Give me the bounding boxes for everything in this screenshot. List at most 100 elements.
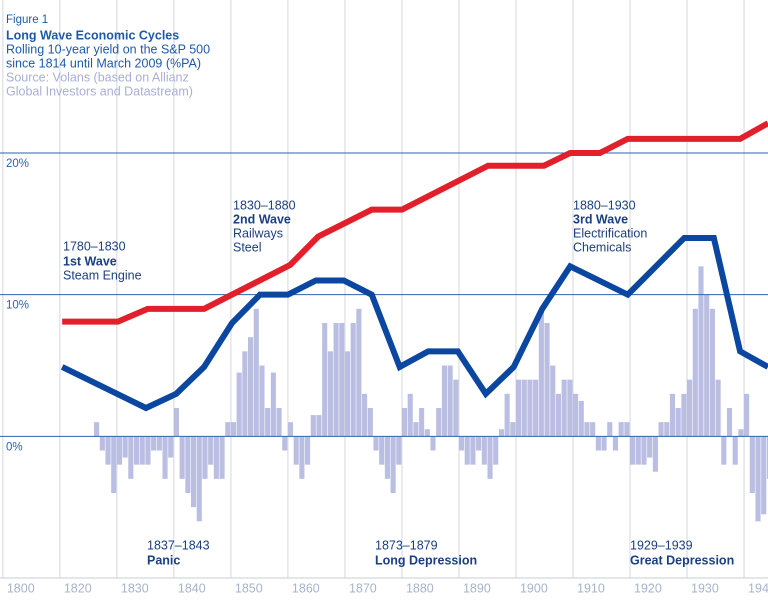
bar	[305, 436, 311, 465]
bar	[367, 408, 373, 437]
bar	[652, 436, 658, 472]
bar	[721, 436, 727, 465]
chart-title: Long Wave Economic Cycles	[6, 28, 179, 42]
bar	[99, 436, 105, 451]
bar	[732, 436, 738, 465]
bar	[293, 436, 299, 465]
bar	[356, 308, 362, 437]
bar	[458, 436, 465, 451]
bar	[738, 429, 744, 437]
bar	[396, 436, 402, 465]
bar	[521, 379, 527, 437]
bar	[401, 408, 408, 437]
y-tick-label: 10%	[6, 300, 29, 312]
bar	[105, 436, 111, 465]
bar	[675, 408, 681, 437]
bar	[681, 393, 687, 437]
x-tick-label: 1890	[463, 581, 491, 595]
lines	[0, 120, 768, 437]
bar	[339, 323, 345, 437]
bar	[538, 308, 544, 437]
annotation: 1837–1843	[147, 538, 210, 552]
bar	[384, 436, 390, 479]
bar	[373, 436, 379, 451]
annotation: Chemicals	[573, 240, 631, 254]
bar	[607, 422, 613, 437]
bar	[704, 294, 710, 437]
bar	[584, 422, 590, 437]
bar	[156, 436, 162, 451]
bar	[287, 422, 294, 437]
bar	[698, 266, 704, 437]
bar	[322, 323, 328, 437]
y-tick-label: 20%	[6, 158, 29, 170]
bar	[362, 393, 368, 437]
bar	[573, 393, 579, 437]
source: Global Investors and Datastream)	[6, 84, 193, 98]
bar	[185, 436, 191, 493]
bar	[270, 372, 276, 437]
x-tick-label: 1820	[64, 581, 92, 595]
grid	[0, 0, 768, 579]
bar	[487, 436, 493, 479]
texts: Figure 1 Long Wave Economic Cycles Rolli…	[6, 14, 768, 595]
bar	[709, 308, 715, 437]
bar	[612, 436, 619, 451]
annotation: Panic	[147, 553, 180, 567]
bar	[476, 436, 482, 451]
annotation: Railways	[233, 226, 283, 240]
bar	[116, 436, 122, 465]
x-tick-label: 1910	[577, 581, 605, 595]
bar	[441, 365, 447, 437]
bar	[498, 429, 504, 437]
bar	[208, 436, 214, 465]
bar	[447, 365, 453, 437]
x-tick-label: 1850	[235, 581, 263, 595]
annotation: Great Depression	[630, 553, 734, 567]
x-tick-label: 1860	[292, 581, 320, 595]
bar	[624, 422, 630, 437]
bar	[390, 436, 396, 493]
bar	[213, 436, 219, 479]
bar	[567, 379, 573, 437]
x-tick-label: 1840	[178, 581, 206, 595]
bar	[504, 393, 510, 437]
bar	[128, 436, 134, 479]
bar	[544, 323, 550, 437]
bar	[726, 408, 733, 437]
bar	[327, 351, 333, 437]
bar	[436, 408, 442, 437]
subtitle: since 1814 until March 2009 (%PA)	[6, 56, 201, 70]
bar	[527, 379, 533, 437]
annotation: 1st Wave	[63, 254, 117, 268]
bar	[761, 436, 767, 515]
annotation: Steam Engine	[63, 268, 142, 282]
x-tick-label: 1920	[634, 581, 662, 595]
annotation: Long Depression	[375, 553, 477, 567]
annotation: 1830–1880	[233, 198, 296, 212]
bar	[515, 379, 522, 437]
x-tick-label: 1930	[691, 581, 719, 595]
annotation: 1880–1930	[573, 198, 636, 212]
bar	[94, 422, 100, 437]
bar	[230, 422, 237, 437]
figure-label: Figure 1	[6, 14, 48, 26]
source: Source: Volans (based on Allianz	[6, 70, 189, 84]
bar	[265, 408, 271, 437]
bar	[550, 365, 556, 437]
bar	[687, 379, 693, 437]
y-tick-label: 0%	[6, 441, 23, 453]
bar	[139, 436, 145, 465]
bar	[430, 436, 436, 451]
bar	[647, 436, 653, 458]
bar	[601, 436, 607, 451]
annotation: Steel	[233, 240, 262, 254]
bar	[248, 337, 254, 437]
bar	[766, 436, 768, 479]
bar	[755, 436, 761, 522]
bar	[578, 400, 584, 437]
bar	[316, 415, 322, 437]
bar	[191, 436, 197, 508]
